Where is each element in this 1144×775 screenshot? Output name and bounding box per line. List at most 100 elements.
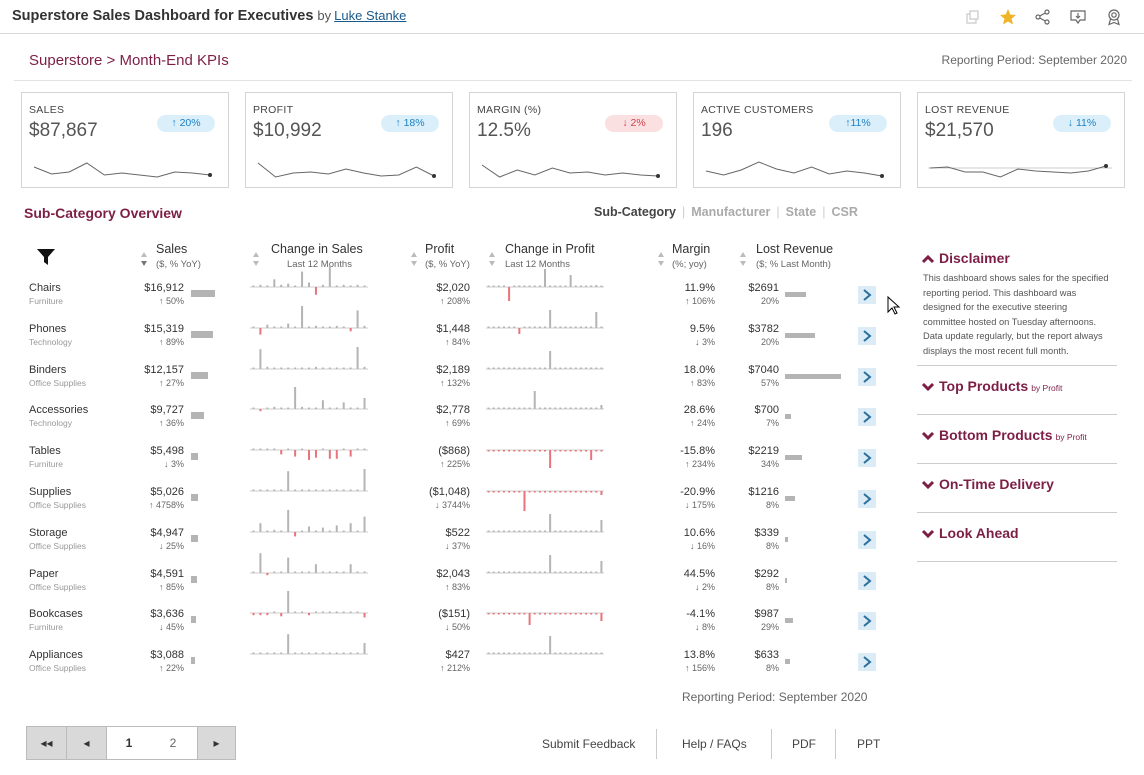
change-in-sales-chart [250, 305, 368, 335]
row-detail-button[interactable] [858, 612, 876, 631]
sidebar-section-title[interactable]: On-Time Delivery [923, 476, 1054, 492]
row-label-storage[interactable]: Storage Office Supplies [29, 527, 86, 551]
sidebar-section-bottom-products[interactable]: Bottom Products by Profit [917, 415, 1117, 464]
comment-download-icon[interactable] [1069, 8, 1087, 26]
spark-bar [585, 491, 588, 493]
chevron-down-icon[interactable] [921, 480, 935, 490]
sub-category-name: Tables [29, 445, 61, 458]
row-detail-button[interactable] [858, 530, 876, 549]
pdf-link[interactable]: PDF [792, 737, 816, 751]
spark-bar [508, 530, 511, 532]
row-detail-button[interactable] [858, 286, 876, 304]
spark-bar [554, 571, 557, 573]
chevron-up-icon[interactable] [921, 254, 935, 264]
spark-bar [533, 326, 536, 328]
spark-bar [487, 450, 490, 452]
spark-bar [308, 450, 310, 461]
page-2[interactable]: 2 [169, 736, 177, 750]
sidebar-section-look-ahead[interactable]: Look Ahead [917, 513, 1117, 562]
sort-icon[interactable] [252, 251, 260, 267]
sparkline-end-point [432, 174, 436, 178]
chevron-down-icon[interactable] [921, 431, 935, 441]
spark-bar [574, 450, 577, 452]
row-label-appliances[interactable]: Appliances Office Supplies [29, 649, 86, 673]
sort-icon[interactable] [140, 251, 148, 267]
spark-bar [523, 571, 526, 573]
sparkline-line [481, 164, 659, 178]
sort-icon[interactable] [739, 251, 747, 267]
help-faqs-link[interactable]: Help / FAQs [682, 737, 747, 751]
sort-icon[interactable] [410, 251, 418, 267]
row-detail-button[interactable] [858, 653, 876, 672]
chevron-stroke [863, 411, 872, 424]
next-page-button[interactable]: ▸ [197, 727, 235, 759]
profit-amount: ($151) [438, 608, 470, 621]
sales-amount: $15,319 [144, 322, 184, 335]
spark-bar [308, 526, 310, 532]
row-label-paper[interactable]: Paper Office Supplies [29, 568, 86, 592]
row-detail-button[interactable] [858, 408, 876, 427]
chevron-down-icon[interactable] [921, 382, 935, 392]
kpi-card-active-customers[interactable]: ACTIVE CUSTOMERS 196 ↑11% [693, 92, 901, 188]
page-1[interactable]: 1 [125, 736, 133, 750]
change-in-sales-chart [250, 346, 368, 370]
badge-icon[interactable] [1105, 8, 1123, 26]
submit-feedback-link[interactable]: Submit Feedback [542, 737, 636, 751]
sidebar-section-title[interactable]: Top Products by Profit [923, 378, 1062, 394]
row-label-binders[interactable]: Binders Office Supplies [29, 364, 86, 388]
copy-icon[interactable] [963, 8, 981, 26]
kpi-card-sales[interactable]: SALES $87,867 ↑ 20% [21, 92, 229, 188]
spark-bar [349, 611, 352, 614]
row-detail-button[interactable] [858, 490, 876, 508]
row-detail-button[interactable] [858, 367, 876, 386]
sales-amount: $5,026 [150, 486, 184, 498]
row-label-accessories[interactable]: Accessories Technology [29, 404, 88, 428]
sort-icon[interactable] [488, 251, 496, 267]
spark-bar [301, 407, 304, 410]
row-label-supplies[interactable]: Supplies Office Supplies [29, 486, 86, 510]
row-label-chairs[interactable]: Chairs Furniture [29, 282, 63, 306]
row-detail-button[interactable] [858, 326, 876, 345]
sidebar-section-title[interactable]: Look Ahead [923, 525, 1019, 541]
tab-sub-category[interactable]: Sub-Category [594, 205, 676, 219]
tab-csr[interactable]: CSR [831, 205, 858, 219]
kpi-card-lost-revenue[interactable]: LOST REVENUE $21,570 ↓ 11% [917, 92, 1125, 188]
chevron-stroke [863, 452, 872, 464]
row-detail-button[interactable] [858, 449, 876, 468]
first-page-button[interactable]: ◂◂ [27, 727, 67, 759]
profit-yoy-change: ↑ 225% [439, 459, 470, 470]
sidebar-section-on-time-delivery[interactable]: On-Time Delivery [917, 464, 1117, 513]
author-link[interactable]: Luke Stanke [334, 8, 407, 23]
row-label-phones[interactable]: Phones Technology [29, 323, 72, 347]
row-label-tables[interactable]: Tables Furniture [29, 445, 63, 469]
spark-bar [314, 563, 317, 573]
kpi-card-profit[interactable]: PROFIT $10,992 ↑ 18% [245, 92, 453, 188]
kpi-label: SALES [29, 104, 65, 116]
sparkline-line [705, 161, 883, 177]
ppt-link[interactable]: PPT [857, 737, 881, 751]
sales-value: $3,636 ↓ 45% [124, 608, 184, 632]
spark-bar [492, 530, 495, 532]
tab-manufacturer[interactable]: Manufacturer [691, 205, 771, 219]
sub-category-name: Bookcases [29, 608, 83, 621]
spark-bar [308, 407, 310, 410]
spark-bar [273, 326, 276, 328]
row-detail-button[interactable] [858, 571, 876, 590]
sidebar-section-top-products[interactable]: Top Products by Profit [917, 366, 1117, 415]
favorite-star-icon[interactable] [999, 8, 1017, 26]
filter-icon[interactable] [36, 247, 56, 267]
sidebar-section-title[interactable]: Bottom Products by Profit [923, 427, 1087, 443]
kpi-card-margin[interactable]: MARGIN (%) 12.5% ↓ 2% [469, 92, 677, 188]
col-subtitle: ($, % YoY) [425, 259, 470, 270]
tab-state[interactable]: State [785, 205, 817, 219]
disclaimer-title[interactable]: Disclaimer [939, 250, 1010, 266]
row-label-bookcases[interactable]: Bookcases Furniture [29, 608, 83, 632]
lost-revenue-pct: 34% [760, 459, 779, 470]
share-icon[interactable] [1034, 8, 1052, 26]
prev-page-button[interactable]: ◂ [67, 727, 107, 759]
spark-bar [342, 402, 345, 410]
sort-icon[interactable] [657, 251, 665, 267]
kpi-change-badge: ↑11% [829, 115, 887, 132]
chevron-down-icon[interactable] [921, 529, 935, 539]
spark-bar [308, 571, 310, 573]
